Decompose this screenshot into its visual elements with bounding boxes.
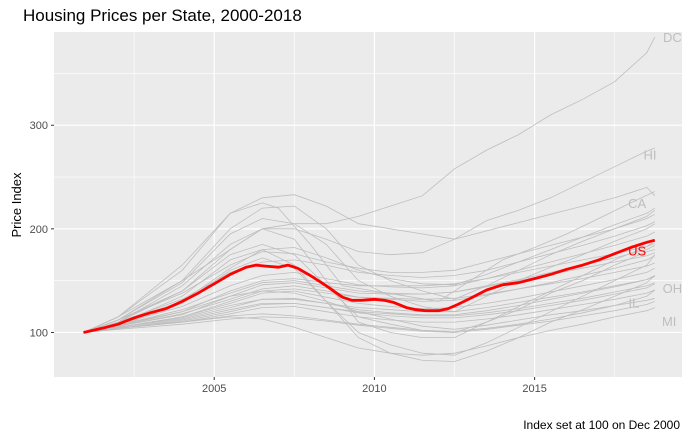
series-line bbox=[83, 301, 655, 333]
series-line bbox=[83, 257, 656, 362]
y-tick-label: 200 bbox=[30, 224, 48, 236]
series-line bbox=[83, 221, 655, 333]
series-line bbox=[83, 249, 656, 356]
series-end-label: DC bbox=[663, 30, 682, 45]
series-line bbox=[83, 37, 656, 333]
series-end-label: US bbox=[628, 244, 646, 259]
labels-layer: DC HI CA US OH IL MI bbox=[628, 30, 682, 329]
series-line bbox=[83, 228, 656, 338]
series-line bbox=[83, 207, 656, 333]
series-line bbox=[83, 276, 655, 333]
series-line-us bbox=[83, 238, 656, 334]
series-line bbox=[83, 243, 655, 333]
chart-caption: Index set at 100 on Dec 2000 bbox=[523, 418, 680, 432]
series-line bbox=[83, 275, 655, 333]
chart-title: Housing Prices per State, 2000-2018 bbox=[23, 6, 302, 25]
series-line bbox=[83, 289, 655, 333]
y-tick-label: 300 bbox=[30, 120, 48, 132]
series-end-label: HI bbox=[643, 147, 656, 162]
y-axis-title: Price Index bbox=[9, 172, 24, 238]
series-line bbox=[83, 262, 655, 333]
series-end-label: MI bbox=[662, 314, 676, 329]
series-end-label: CA bbox=[628, 196, 646, 211]
series-line bbox=[83, 283, 655, 333]
y-tick-label: 100 bbox=[30, 327, 48, 339]
series-end-label: OH bbox=[663, 281, 683, 296]
x-tick-label: 2015 bbox=[522, 383, 546, 395]
series-layer bbox=[83, 37, 656, 362]
x-tick-label: 2010 bbox=[362, 383, 386, 395]
series-line bbox=[83, 186, 656, 333]
x-tick-label: 2005 bbox=[202, 383, 226, 395]
series-line bbox=[83, 289, 656, 333]
series-line bbox=[83, 147, 655, 333]
ticks-layer: 2005 2010 2015 100 200 300 bbox=[30, 120, 547, 395]
highlight-layer bbox=[83, 238, 656, 334]
series-line bbox=[83, 290, 655, 333]
series-line bbox=[83, 252, 655, 333]
series-end-label: IL bbox=[629, 295, 640, 310]
series-line bbox=[83, 255, 655, 333]
series-line bbox=[83, 243, 655, 333]
series-line bbox=[83, 213, 655, 333]
series-line bbox=[83, 282, 655, 333]
series-line bbox=[83, 231, 655, 333]
series-line bbox=[83, 191, 655, 333]
series-line bbox=[83, 307, 655, 356]
